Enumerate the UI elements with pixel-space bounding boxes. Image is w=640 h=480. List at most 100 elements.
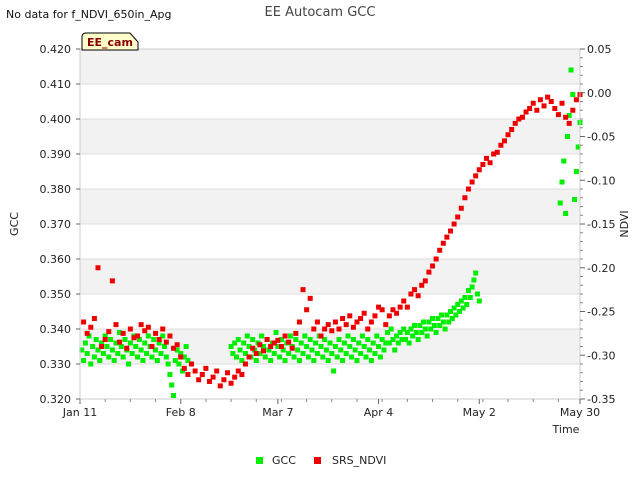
gcc-point	[356, 340, 362, 346]
gcc-point	[242, 351, 248, 356]
srs-ndvi-point	[275, 337, 281, 343]
srs-ndvi-point	[106, 329, 112, 335]
gcc-point	[151, 337, 157, 342]
srs-ndvi-point	[171, 345, 177, 351]
srs-ndvi-point	[95, 265, 101, 271]
srs-ndvi-point	[304, 307, 310, 313]
gcc-point	[426, 319, 432, 325]
gcc-point	[395, 340, 401, 346]
gcc-point	[233, 354, 239, 360]
y2-tick-label: -0.30	[587, 349, 615, 362]
gcc-point	[291, 354, 297, 360]
srs-ndvi-point	[570, 107, 576, 113]
plot-band	[80, 154, 580, 189]
srs-ndvi-point	[501, 138, 507, 144]
y2-tick-label: -0.25	[587, 306, 615, 319]
gcc-point	[322, 337, 328, 342]
srs-ndvi-point	[455, 214, 461, 220]
gcc-point	[561, 158, 567, 164]
plot-band	[80, 224, 580, 259]
srs-ndvi-point	[329, 328, 335, 334]
srs-ndvi-point	[214, 368, 220, 374]
gcc-point	[564, 134, 570, 139]
gcc-point	[102, 333, 108, 339]
srs-ndvi-point	[221, 377, 227, 383]
srs-ndvi-point	[444, 234, 450, 240]
y-tick-label: 0.360	[40, 253, 72, 266]
srs-ndvi-point	[412, 287, 418, 293]
gcc-point	[153, 347, 159, 353]
gcc-point	[440, 319, 446, 325]
srs-ndvi-point	[426, 269, 432, 275]
srs-ndvi-point	[548, 99, 554, 104]
gcc-point	[566, 113, 572, 118]
gcc-point	[133, 344, 139, 349]
gcc-point	[419, 330, 425, 335]
gcc-point	[282, 358, 288, 363]
srs-ndvi-point	[433, 256, 439, 262]
srs-ndvi-point	[358, 316, 364, 321]
gcc-point	[95, 347, 101, 353]
srs-ndvi-point	[124, 345, 130, 351]
legend-swatch-gcc	[256, 457, 263, 464]
y-tick-label: 0.340	[40, 323, 72, 336]
gcc-point	[162, 344, 168, 349]
gcc-point	[334, 354, 340, 360]
srs-ndvi-point	[343, 322, 349, 328]
gcc-point	[120, 354, 126, 360]
y2-axis-title: NDVI	[618, 210, 631, 237]
srs-ndvi-point	[156, 337, 162, 342]
gcc-point	[86, 333, 92, 339]
x-tick-label: May 30	[560, 406, 600, 419]
srs-ndvi-point	[239, 372, 245, 377]
y-tick-label: 0.330	[40, 358, 72, 371]
srs-ndvi-point	[217, 383, 223, 389]
gcc-point	[232, 340, 238, 346]
gcc-point	[449, 316, 455, 321]
plot-band	[80, 84, 580, 119]
gcc-point	[453, 312, 459, 318]
srs-ndvi-point	[541, 103, 547, 109]
gcc-point	[392, 347, 398, 353]
gcc-point	[91, 354, 97, 360]
gcc-point	[109, 347, 115, 353]
gcc-point	[185, 358, 191, 363]
gcc-point	[394, 333, 400, 339]
gcc-point	[442, 326, 448, 332]
srs-ndvi-point	[537, 97, 543, 103]
gcc-point	[108, 337, 114, 342]
gcc-point	[345, 333, 351, 339]
srs-ndvi-point	[354, 319, 360, 325]
gcc-point	[332, 344, 338, 349]
gcc-point	[325, 358, 331, 363]
gcc-point	[388, 326, 394, 332]
srs-ndvi-point	[397, 304, 403, 310]
gcc-point	[474, 291, 480, 297]
gcc-point	[412, 323, 418, 328]
gcc-point	[358, 351, 364, 356]
srs-ndvi-point	[296, 319, 302, 325]
gcc-point	[174, 347, 180, 353]
gcc-point	[176, 361, 182, 367]
gcc-point	[286, 351, 292, 356]
srs-ndvi-point	[264, 337, 270, 342]
gcc-point	[359, 333, 365, 339]
no-data-note: No data for f_NDVI_650in_Apg	[6, 8, 172, 21]
gcc-point	[399, 337, 405, 342]
y2-tick-label: 0.00	[587, 87, 612, 100]
gcc-point	[575, 144, 581, 150]
y2-tick-label: -0.20	[587, 262, 615, 275]
gcc-point	[129, 351, 135, 356]
srs-ndvi-point	[196, 377, 202, 383]
gcc-point	[178, 351, 184, 356]
gcc-point	[343, 351, 349, 356]
gcc-point	[331, 368, 337, 374]
gcc-point	[390, 337, 396, 342]
srs-ndvi-point	[203, 365, 209, 371]
plot-band	[80, 119, 580, 154]
chart-title: EE Autocam GCC	[265, 5, 376, 20]
gcc-point	[115, 351, 121, 356]
gcc-point	[424, 333, 430, 339]
gcc-point	[277, 354, 283, 360]
